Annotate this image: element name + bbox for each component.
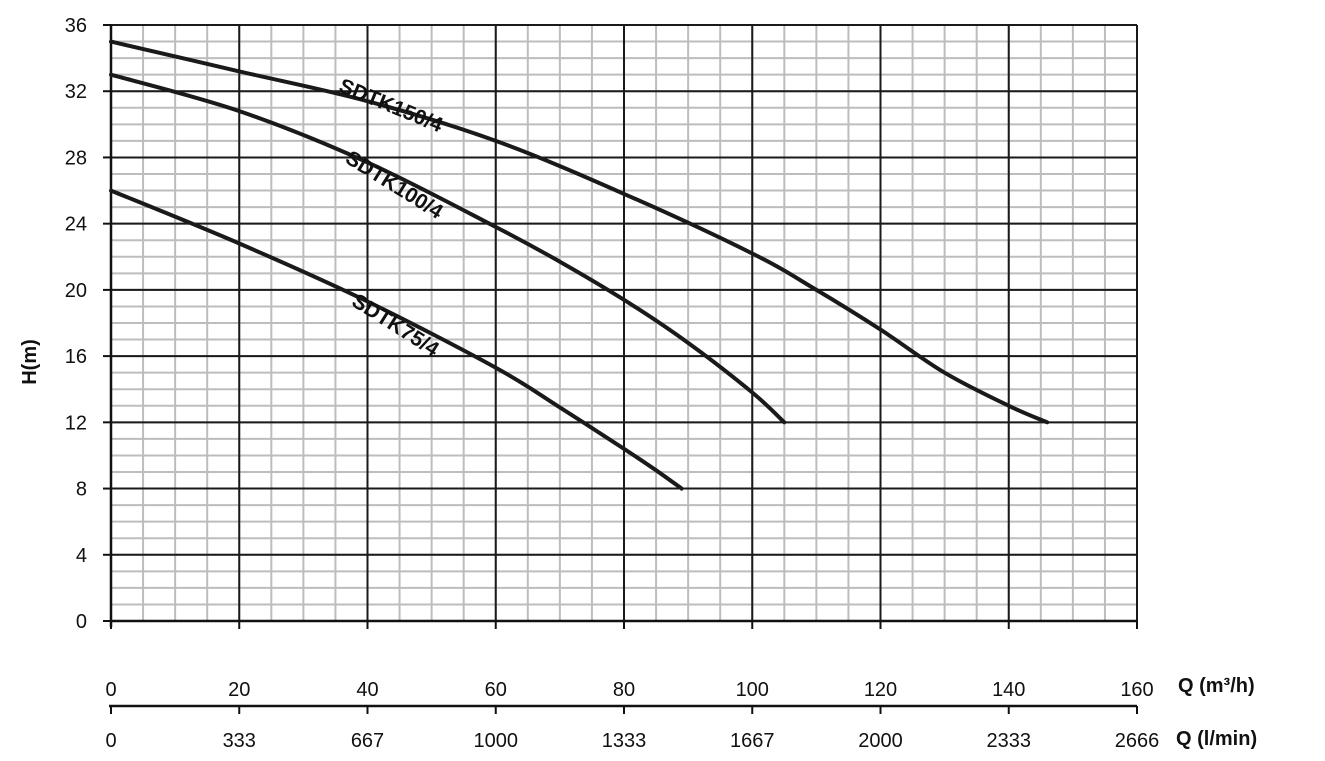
x-axis-title-lmin: Q (l/min) [1176,728,1257,750]
x-tick-label-m3h: 20 [228,679,250,701]
x-tick-label-lmin: 2666 [1115,730,1160,752]
y-tick-label: 12 [65,412,87,434]
y-tick-label: 28 [65,147,87,169]
x-tick-label-lmin: 1333 [602,730,647,752]
x-tick-label-m3h: 140 [992,679,1025,701]
x-axis-lmin: 0 333 667 1000 1333 1667 2000 2333 2666 [105,730,1159,752]
series-line [109,72,787,425]
y-tick-label: 0 [76,611,87,633]
series-lines [109,39,1050,491]
x-tick-label-m3h: 120 [864,679,897,701]
x-axis-m3h: 0 20 40 60 80 100 120 140 160 [105,679,1154,714]
x-tick-label-m3h: 40 [356,679,378,701]
x-tick-label-lmin: 1667 [730,730,775,752]
series-line [109,39,1050,425]
series-label: SDTK75/4 [348,289,443,361]
x-tick-label-m3h: 100 [736,679,769,701]
y-axis-ticks: 0 4 8 12 16 20 24 28 32 36 [65,15,1138,633]
y-tick-label: 8 [76,479,87,501]
y-tick-label: 20 [65,280,87,302]
y-tick-label: 16 [65,346,87,368]
y-tick-label: 4 [76,545,87,567]
y-tick-label: 36 [65,15,87,37]
y-tick-label: 24 [65,214,87,236]
y-tick-label: 32 [65,81,87,103]
x-tick-label-lmin: 667 [351,730,384,752]
x-tick-label-lmin: 333 [223,730,256,752]
x-tick-label-m3h: 80 [613,679,635,701]
x-tick-label-m3h: 60 [485,679,507,701]
y-axis-title: H(m) [19,339,41,385]
series-line [109,188,684,491]
x-tick-label-lmin: 1000 [474,730,519,752]
major-grid [109,24,1138,627]
x-tick-label-m3h: 160 [1120,679,1153,701]
x-tick-label-lmin: 0 [105,730,116,752]
x-tick-label-m3h: 0 [105,679,116,701]
series-label: SDTK150/4 [336,74,447,137]
x-axis-title-m3h: Q (m³/h) [1178,675,1255,697]
x-tick-label-lmin: 2333 [987,730,1032,752]
x-tick-label-lmin: 2000 [858,730,903,752]
